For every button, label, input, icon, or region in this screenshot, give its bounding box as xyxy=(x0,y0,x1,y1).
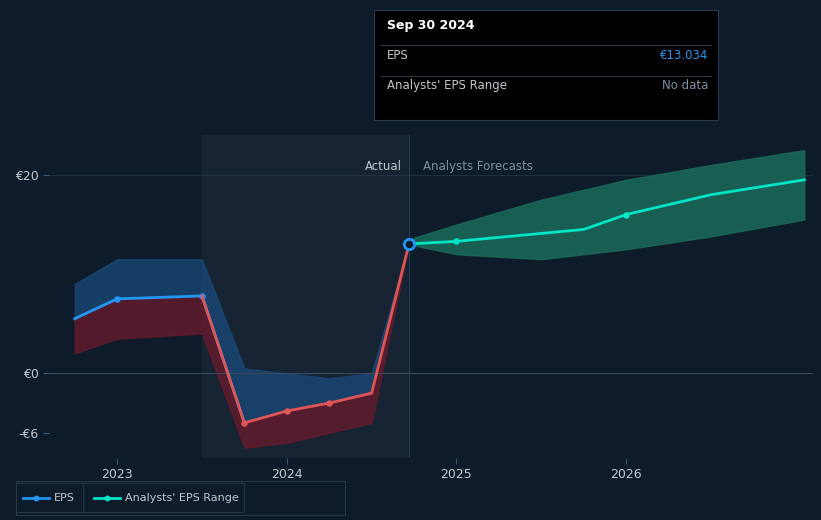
Bar xyxy=(202,135,409,458)
Point xyxy=(620,211,633,219)
Point xyxy=(280,407,293,415)
Text: EPS: EPS xyxy=(388,48,409,61)
FancyBboxPatch shape xyxy=(84,484,245,512)
Point xyxy=(100,494,113,502)
Text: Analysts' EPS Range: Analysts' EPS Range xyxy=(125,493,239,503)
Point xyxy=(111,295,124,303)
Text: No data: No data xyxy=(662,79,708,92)
Point xyxy=(323,399,336,407)
Point xyxy=(30,494,43,502)
Point xyxy=(238,419,251,427)
FancyBboxPatch shape xyxy=(15,484,87,512)
Point xyxy=(195,292,209,300)
Point xyxy=(402,240,415,248)
Text: Analysts Forecasts: Analysts Forecasts xyxy=(423,160,532,173)
Text: €13.034: €13.034 xyxy=(659,48,708,61)
Text: EPS: EPS xyxy=(54,493,75,503)
Text: Actual: Actual xyxy=(365,160,402,173)
Text: Sep 30 2024: Sep 30 2024 xyxy=(388,19,475,32)
Point xyxy=(450,237,463,245)
Text: Analysts' EPS Range: Analysts' EPS Range xyxy=(388,79,507,92)
